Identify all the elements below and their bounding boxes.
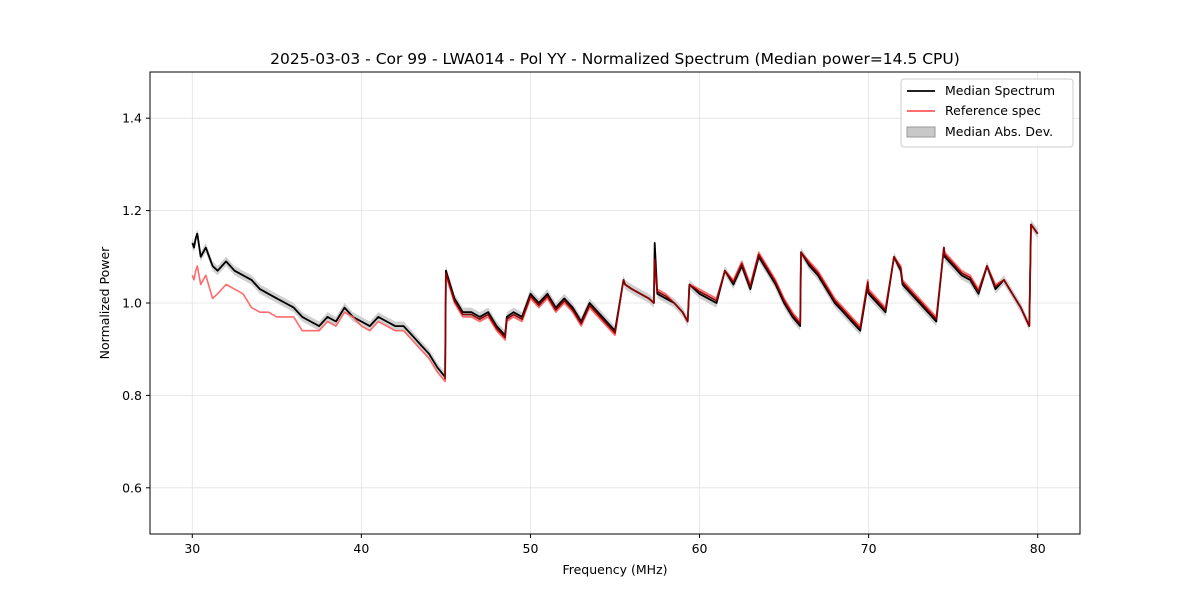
y-tick-label: 1.2	[122, 203, 142, 218]
x-tick-label: 70	[861, 541, 877, 556]
x-axis-label: Frequency (MHz)	[562, 562, 667, 577]
overlap-line	[444, 223, 1039, 380]
series-lines	[191, 223, 1039, 383]
x-tick-label: 60	[692, 541, 708, 556]
y-axis-label: Normalized Power	[97, 246, 112, 360]
y-axis: 0.6 0.8 1.0 1.2 1.4	[122, 111, 150, 495]
legend: Median Spectrum Reference spec Median Ab…	[900, 78, 1074, 148]
x-tick-label: 80	[1030, 541, 1046, 556]
mad-area	[192, 219, 1038, 382]
legend-label-reference: Reference spec	[945, 103, 1041, 118]
legend-swatch-mad	[906, 126, 936, 138]
median-abs-dev-band	[192, 219, 1038, 382]
x-tick-label: 50	[523, 541, 539, 556]
y-tick-label: 1.4	[122, 111, 142, 126]
chart-title: 2025-03-03 - Cor 99 - LWA014 - Pol YY - …	[270, 50, 960, 68]
x-tick-label: 30	[184, 541, 200, 556]
legend-label-median: Median Spectrum	[945, 83, 1055, 98]
grid	[150, 72, 1080, 534]
y-tick-label: 0.6	[122, 480, 142, 495]
y-tick-label: 0.8	[122, 388, 142, 403]
legend-label-mad: Median Abs. Dev.	[945, 124, 1053, 139]
x-axis: 30 40 50 60 70 80	[184, 534, 1046, 556]
median-spectrum-line	[191, 223, 1039, 378]
legend-box	[900, 78, 1074, 148]
y-tick-label: 1.0	[122, 296, 142, 311]
x-tick-label: 40	[353, 541, 369, 556]
